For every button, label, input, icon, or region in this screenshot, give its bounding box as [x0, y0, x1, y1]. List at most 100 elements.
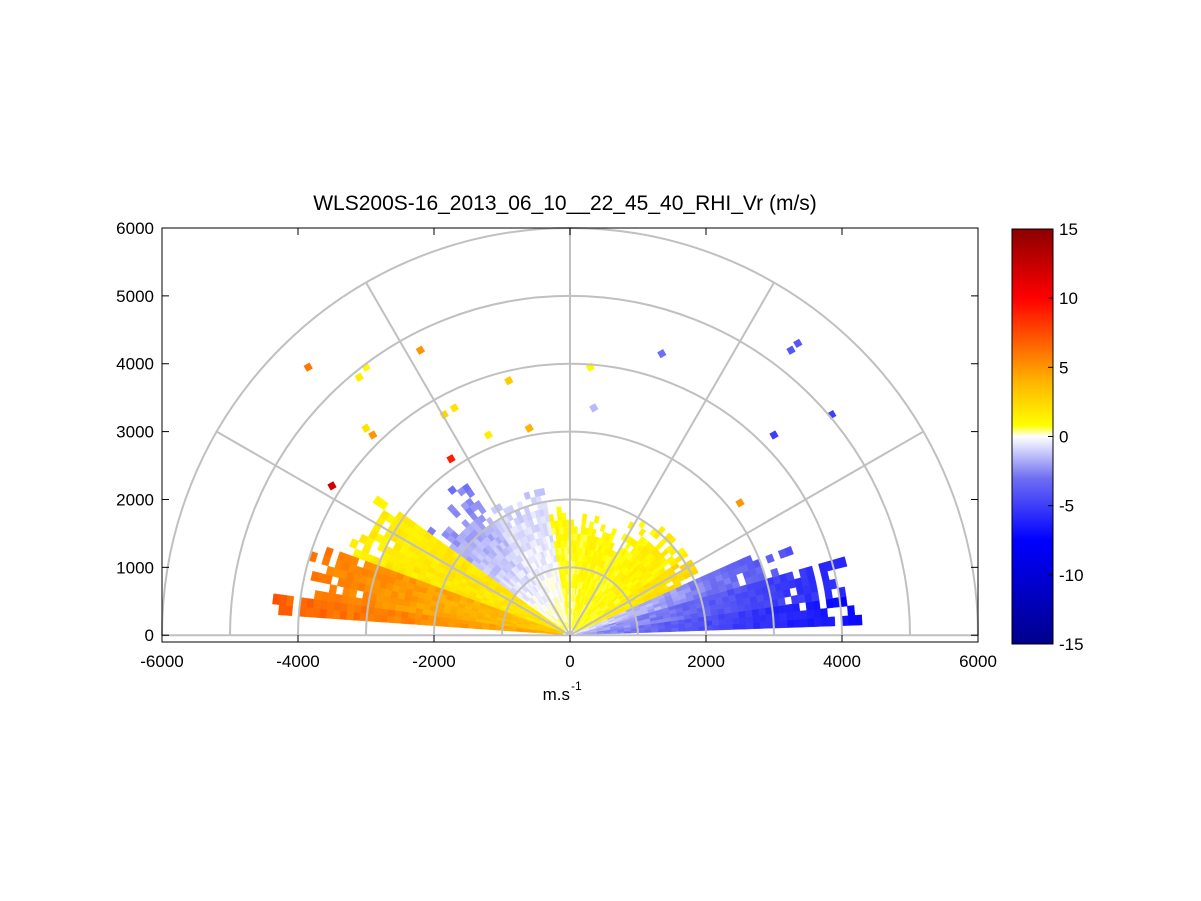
velocity-cell	[556, 513, 563, 521]
velocity-cell	[678, 626, 686, 632]
isolated-gate	[354, 372, 364, 382]
velocity-cell	[806, 609, 815, 619]
velocity-cell	[712, 624, 720, 631]
polar-grid	[161, 227, 979, 637]
velocity-cell	[785, 571, 795, 582]
velocity-cell	[420, 619, 429, 626]
velocity-cell	[474, 625, 483, 630]
velocity-cell	[691, 625, 700, 632]
velocity-cell	[854, 614, 863, 626]
velocity-cell	[731, 611, 740, 619]
velocity-cell	[306, 598, 315, 609]
velocity-cell	[745, 615, 754, 624]
velocity-cell	[441, 530, 451, 540]
velocity-cell	[752, 615, 761, 623]
velocity-cell	[785, 603, 794, 613]
isolated-gate	[449, 403, 460, 413]
velocity-cell	[575, 540, 581, 548]
radial-spoke	[216, 430, 571, 637]
radial-spoke	[569, 282, 775, 636]
y-axis-ticks: 0 1000 2000 3000 4000 5000 6000	[116, 219, 978, 645]
colorbar: 15 10 5 0 -5 -10 -15	[1011, 220, 1084, 654]
isolated-gate	[786, 345, 796, 355]
isolated-gate	[415, 345, 426, 355]
velocity-cell	[321, 555, 331, 567]
velocity-cell	[313, 590, 323, 601]
velocity-cell	[447, 622, 456, 628]
velocity-cell	[732, 623, 741, 630]
velocity-cell	[805, 565, 815, 577]
velocity-cell	[413, 618, 422, 626]
isolated-gate	[446, 454, 456, 464]
x-axis-label-exponent: -1	[571, 679, 582, 693]
velocity-cell	[374, 600, 383, 610]
velocity-cell	[805, 600, 814, 611]
velocity-cell	[400, 617, 408, 625]
velocity-cell	[780, 619, 788, 629]
velocity-cell	[824, 589, 833, 600]
velocity-cell	[718, 624, 727, 631]
velocity-cell	[420, 614, 429, 621]
velocity-cell	[325, 609, 334, 619]
velocity-cell	[414, 613, 423, 620]
x-axis-label: m.s	[543, 685, 570, 704]
velocity-cell	[738, 616, 747, 624]
velocity-cell	[732, 617, 740, 625]
velocity-cell	[810, 591, 820, 602]
velocity-cell	[305, 607, 314, 618]
velocity-cell	[447, 485, 458, 496]
colorbar-tick-label: -15	[1059, 635, 1084, 654]
colorbar-tick-label: 5	[1059, 358, 1068, 377]
x-tick-label: 0	[565, 652, 574, 671]
velocity-cell	[345, 611, 354, 621]
x-axis-ticks: -6000 -4000 -2000 0 2000 4000 6000	[140, 228, 997, 671]
velocity-cell	[312, 599, 322, 610]
velocity-cell	[751, 608, 760, 617]
velocity-cell	[738, 610, 747, 618]
velocity-cell	[746, 622, 754, 630]
velocity-cell	[339, 602, 349, 613]
radial-spoke	[569, 430, 924, 637]
y-tick-label: 5000	[116, 287, 154, 306]
isolated-gate	[483, 430, 494, 440]
velocity-cell	[372, 495, 384, 507]
velocity-cell	[752, 621, 761, 630]
velocity-cell	[786, 619, 795, 628]
y-tick-label: 4000	[116, 355, 154, 374]
colorbar-tick-label: 10	[1059, 289, 1078, 308]
velocity-cell	[333, 601, 342, 612]
x-tick-label: 2000	[687, 652, 725, 671]
isolated-gate	[327, 481, 337, 491]
isolated-gates	[303, 338, 837, 508]
isolated-gate	[657, 348, 667, 359]
y-tick-label: 3000	[116, 423, 154, 442]
radial-spoke	[365, 282, 571, 636]
velocity-cell	[572, 553, 576, 561]
velocity-cell	[394, 604, 403, 612]
velocity-cell	[461, 518, 471, 529]
velocity-cell	[725, 623, 734, 631]
velocity-cell	[349, 538, 360, 550]
x-tick-label: -6000	[140, 652, 183, 671]
velocity-cell	[339, 610, 348, 620]
x-tick-label: 6000	[959, 652, 997, 671]
velocity-cell	[407, 612, 416, 620]
velocity-cell	[278, 604, 287, 616]
velocity-cell	[346, 603, 355, 613]
velocity-cell	[813, 608, 822, 619]
velocity-cell	[779, 612, 788, 621]
velocity-cell	[847, 615, 856, 626]
velocity-cell	[759, 614, 767, 623]
velocity-cell	[778, 604, 787, 614]
velocity-cell	[326, 600, 335, 611]
colorbar-tick-label: 15	[1059, 220, 1078, 239]
velocity-cell	[373, 614, 381, 623]
velocity-cell	[812, 600, 821, 610]
velocity-cell	[332, 610, 341, 620]
velocity-cell	[610, 527, 618, 537]
velocity-cell	[593, 515, 600, 524]
velocity-cell	[758, 607, 767, 616]
velocity-field	[272, 483, 863, 636]
velocity-cell	[765, 553, 775, 564]
